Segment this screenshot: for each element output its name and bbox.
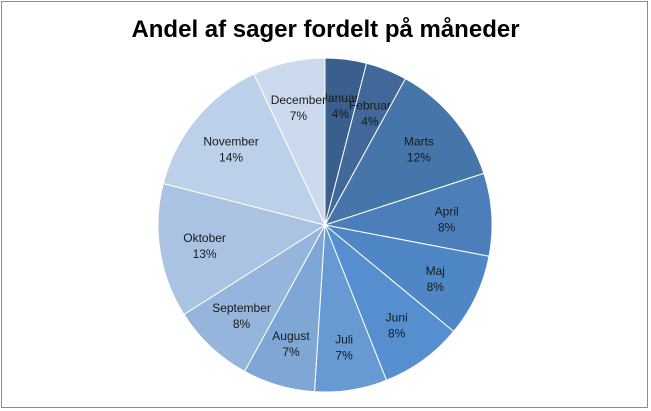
pie-slice-marts [323,77,485,226]
pie-slice-december [253,57,326,226]
slice-value-marts: 12% [407,150,431,164]
slice-label-august: August [272,329,310,343]
pie-slice-oktober [157,182,327,316]
slice-value-februar: 4% [361,115,379,129]
slice-value-juni: 8% [388,327,406,341]
slice-label-maj: Maj [426,264,445,278]
slice-label-februar: Februar [349,99,391,113]
slice-label-september: September [212,301,271,315]
slice-label-januar: Januar [322,91,359,105]
slice-value-december: 7% [290,109,308,123]
slice-value-oktober: 13% [193,247,217,261]
slice-label-oktober: Oktober [183,231,226,245]
slice-value-januar: 4% [332,107,350,121]
slice-value-september: 8% [233,317,251,331]
slice-label-april: April [435,204,459,218]
slice-label-juni: Juni [386,311,408,325]
slice-value-maj: 8% [427,280,445,294]
slice-label-juli: Juli [335,332,353,346]
slice-value-juli: 7% [335,348,353,362]
slice-value-august: 7% [282,345,300,359]
slice-value-november: 14% [219,150,243,164]
slice-label-december: December [271,93,326,107]
chart-title: Andel af sager fordelt på måneder [131,16,520,43]
slice-label-marts: Marts [404,134,434,148]
pie-slice-november [162,73,326,226]
slice-label-november: November [203,134,258,148]
slice-value-april: 8% [438,220,456,234]
